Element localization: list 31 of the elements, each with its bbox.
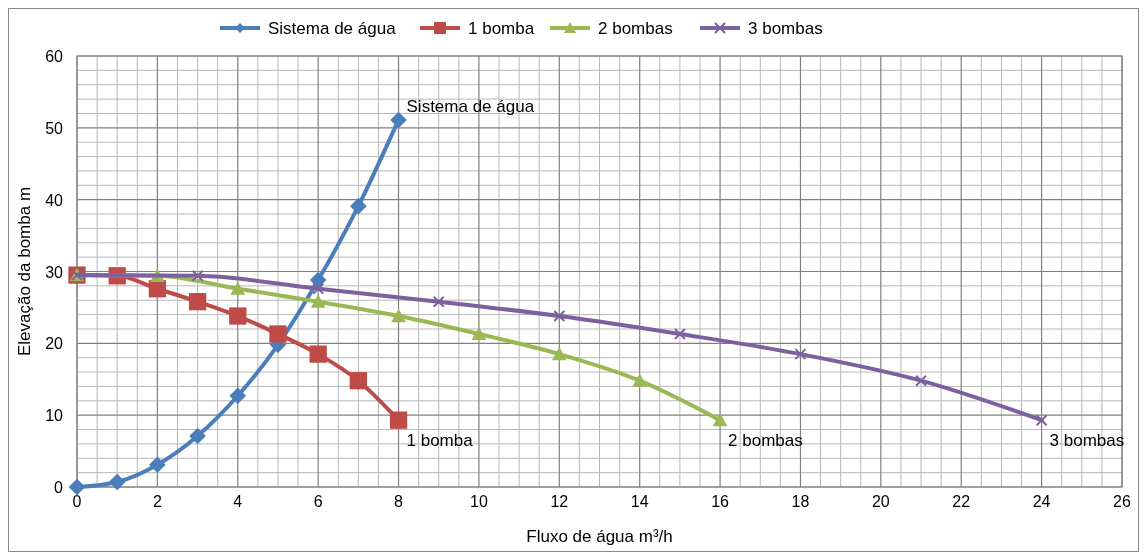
legend-label: Sistema de água	[268, 19, 397, 38]
x-tick-label: 0	[72, 493, 82, 510]
x-tick-label: 2	[152, 493, 162, 510]
y-tick-label: 40	[45, 191, 64, 209]
x-tick-label: 14	[630, 493, 649, 510]
x-tick-label: 22	[952, 493, 971, 510]
y-tick-label: 20	[45, 335, 64, 353]
annotation: 2 bombas	[728, 431, 803, 451]
y-axis-title: Elevação da bomba m	[15, 186, 34, 357]
x-tick-label: 26	[1113, 493, 1131, 510]
x-tick-label: 12	[550, 493, 569, 510]
annotation: 1 bomba	[406, 431, 474, 451]
x-tick-label: 20	[871, 493, 890, 510]
legend-label: 3 bombas	[748, 19, 823, 38]
legend-label: 1 bomba	[468, 19, 535, 38]
x-tick-label: 10	[470, 493, 488, 510]
y-tick-label: 60	[45, 48, 64, 65]
y-tick-label: 30	[45, 263, 64, 281]
x-tick-label: 8	[394, 493, 404, 510]
annotation: 3 bombas	[1049, 431, 1125, 451]
annotation: Sistema de água	[406, 96, 535, 116]
y-tick-label: 0	[54, 479, 64, 496]
x-tick-label: 4	[233, 493, 243, 510]
x-tick-label: 6	[313, 493, 323, 510]
y-tick-label: 10	[45, 407, 64, 425]
x-tick-label: 24	[1032, 493, 1051, 510]
y-tick-label: 50	[45, 119, 64, 137]
legend-label: 2 bombas	[598, 19, 673, 38]
x-tick-label: 18	[791, 493, 810, 510]
x-axis-title: Fluxo de água m³/h	[526, 527, 673, 546]
x-tick-label: 16	[711, 493, 730, 510]
